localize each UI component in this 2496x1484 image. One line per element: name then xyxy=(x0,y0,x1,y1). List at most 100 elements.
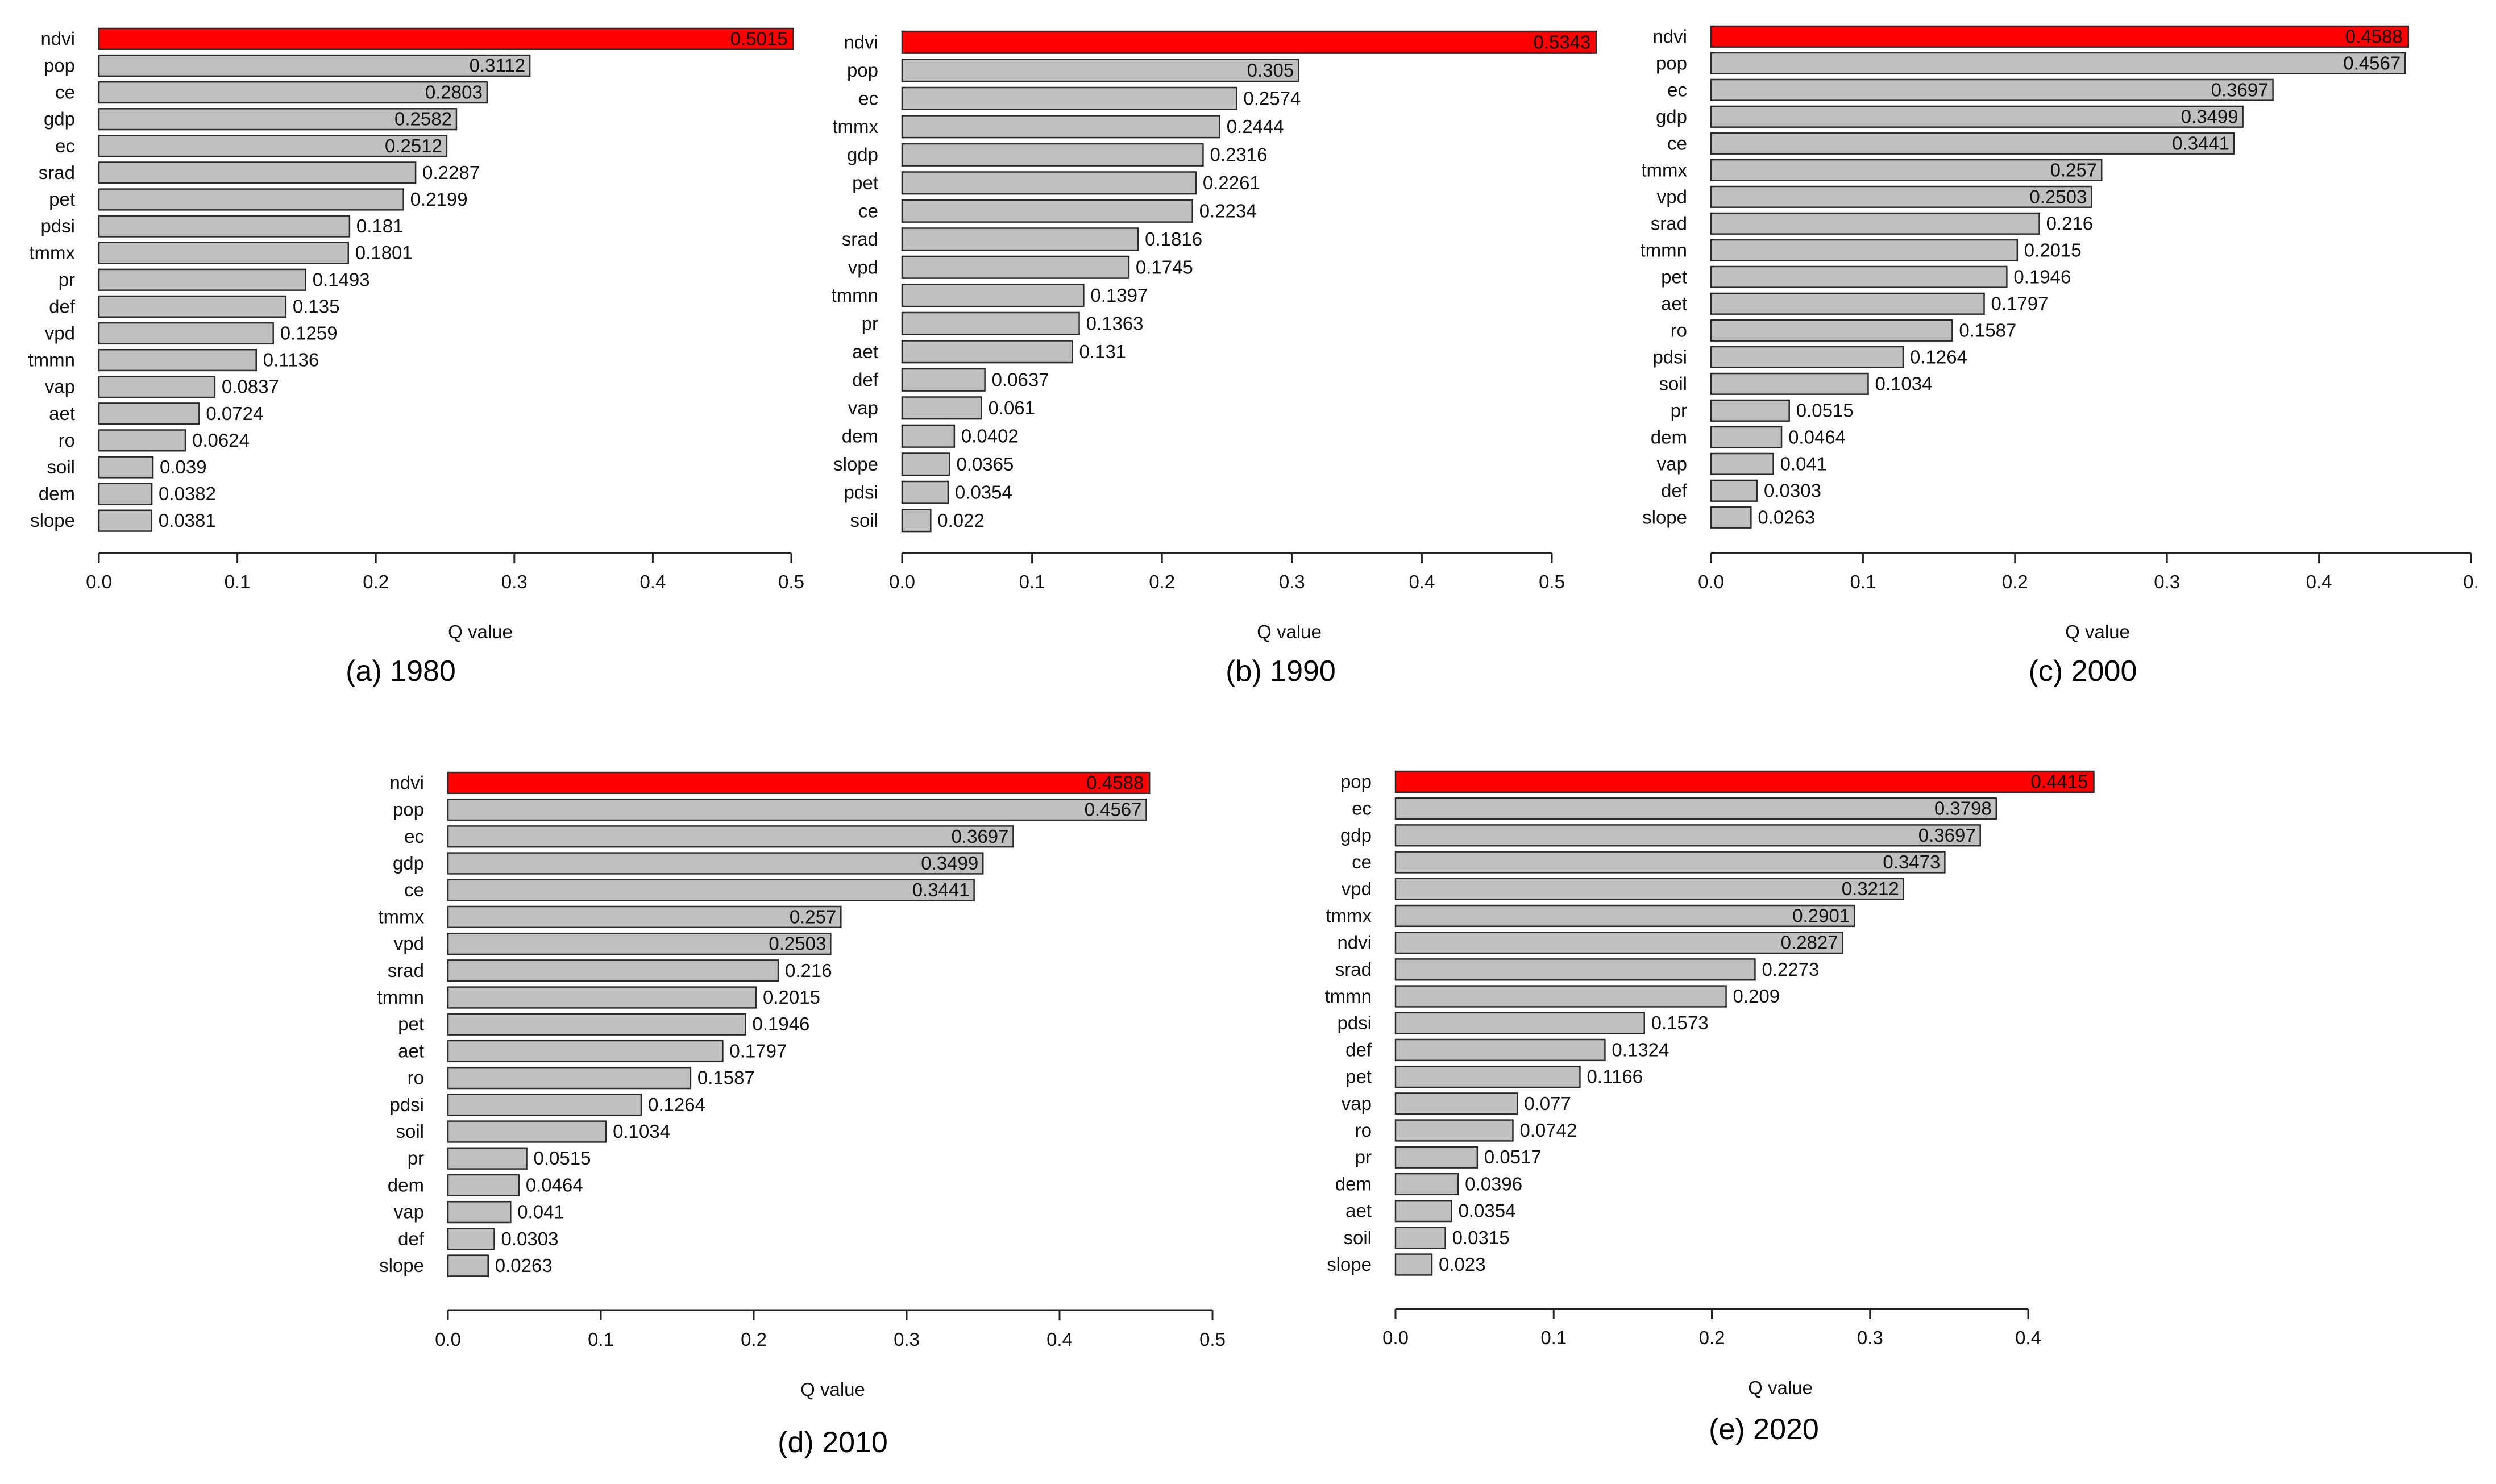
bar-dem xyxy=(447,1174,520,1197)
value-label-pet: 0.1946 xyxy=(2013,266,2071,287)
value-label-tmmx: 0.2901 xyxy=(1792,905,1850,926)
category-label-tmmx: tmmx xyxy=(832,116,878,137)
x-tick-label: 0.2 xyxy=(1699,1327,1725,1348)
x-tick-label: 0.1 xyxy=(1540,1327,1567,1348)
category-label-vap: vap xyxy=(394,1202,424,1223)
value-label-ce: 0.3441 xyxy=(2172,132,2229,153)
bar-tmmx xyxy=(98,242,349,264)
value-label-tmmx: 0.257 xyxy=(2050,159,2098,180)
bar-pet xyxy=(901,171,1197,195)
value-label-slope: 0.0365 xyxy=(956,454,1014,475)
bar-ro xyxy=(447,1066,692,1090)
x-tick-label: 0.4 xyxy=(2015,1327,2041,1348)
bar-vpd xyxy=(447,932,832,955)
x-tick-label: 0.0 xyxy=(889,571,915,592)
value-label-pet: 0.2261 xyxy=(1203,172,1260,193)
panel-caption: (c) 2000 xyxy=(2029,655,2137,688)
bar-slope xyxy=(98,509,153,532)
bar-srad xyxy=(1394,958,1756,981)
bar-ec xyxy=(1710,78,2274,101)
value-label-ce: 0.2234 xyxy=(1199,200,1257,221)
x-tick-label: 0.3 xyxy=(501,571,528,592)
bar-pdsi xyxy=(1710,346,1904,368)
chart-panel-1990: ndvi 0.5343 pop 0.305 ec 0.2574 tmmx 0.2444 gdp 0… xyxy=(832,30,1597,688)
value-label-vpd: 0.3212 xyxy=(1842,878,1899,899)
value-label-tmmn: 0.209 xyxy=(1733,986,1780,1007)
value-label-pdsi: 0.1264 xyxy=(648,1094,705,1115)
value-label-srad: 0.2287 xyxy=(422,162,480,183)
value-label-gdp: 0.3499 xyxy=(2181,106,2238,127)
category-label-tmmx: tmmx xyxy=(378,906,424,927)
category-label-ro: ro xyxy=(408,1067,424,1088)
value-label-pr: 0.1363 xyxy=(1086,313,1144,334)
category-label-tmmn: tmmn xyxy=(1325,986,1372,1007)
value-label-ce: 0.3441 xyxy=(912,879,970,900)
bar-ro xyxy=(1394,1119,1514,1142)
category-label-pdsi: pdsi xyxy=(1652,346,1687,367)
value-label-ce: 0.3473 xyxy=(1883,851,1940,872)
category-label-tmmn: tmmn xyxy=(832,285,879,306)
bar-pet xyxy=(98,188,404,211)
category-label-gdp: gdp xyxy=(44,109,75,130)
value-label-tmmn: 0.2015 xyxy=(2024,239,2082,260)
bar-ro xyxy=(1710,319,1953,342)
bar-ndvi xyxy=(1394,931,1843,954)
bar-def xyxy=(901,368,986,392)
bar-aet xyxy=(98,402,200,425)
category-label-vap: vap xyxy=(1657,453,1687,474)
value-label-tmmx: 0.1801 xyxy=(355,242,413,263)
bar-vpd xyxy=(1710,185,2092,208)
value-label-ec: 0.2512 xyxy=(385,135,442,156)
category-label-vpd: vpd xyxy=(45,322,75,343)
bar-ce xyxy=(447,879,975,901)
value-label-pdsi: 0.0354 xyxy=(955,481,1012,502)
bar-pr xyxy=(1710,399,1790,422)
category-label-dem: dem xyxy=(842,425,878,446)
category-label-pop: pop xyxy=(1340,771,1372,792)
bar-tmmn xyxy=(447,986,757,1009)
value-label-pr: 0.0515 xyxy=(534,1148,591,1169)
bar-pet xyxy=(447,1013,746,1036)
bar-ec xyxy=(1394,797,1997,820)
category-label-pet: pet xyxy=(49,189,75,210)
category-label-tmmx: tmmx xyxy=(1641,159,1687,180)
category-label-def: def xyxy=(1661,480,1688,501)
bar-vap xyxy=(1710,452,1774,475)
value-label-vpd: 0.2503 xyxy=(769,933,826,954)
category-label-def: def xyxy=(398,1228,425,1249)
value-label-ro: 0.0624 xyxy=(192,430,250,451)
x-tick-label: 0.5 xyxy=(1199,1329,1226,1350)
x-tick-label: 0.4 xyxy=(1409,571,1435,592)
bar-ce xyxy=(1710,132,2235,155)
value-label-pet: 0.2199 xyxy=(410,189,468,210)
bar-dem xyxy=(901,424,956,448)
bar-tmmx xyxy=(1710,159,2103,181)
value-label-ec: 0.3697 xyxy=(2211,79,2269,100)
bar-ndvi xyxy=(98,27,794,50)
category-label-pet: pet xyxy=(852,172,878,193)
category-label-ndvi: ndvi xyxy=(389,772,424,793)
value-label-srad: 0.1816 xyxy=(1145,228,1202,250)
category-label-slope: slope xyxy=(833,454,878,475)
category-label-gdp: gdp xyxy=(1340,825,1372,846)
category-label-def: def xyxy=(49,296,76,317)
panel-caption: (d) 2010 xyxy=(778,1426,888,1459)
category-label-pdsi: pdsi xyxy=(844,481,878,502)
value-label-dem: 0.0396 xyxy=(1465,1173,1522,1194)
category-label-vap: vap xyxy=(848,397,878,418)
value-label-vap: 0.0837 xyxy=(222,376,279,397)
value-label-pr: 0.1493 xyxy=(313,269,370,290)
value-label-srad: 0.216 xyxy=(2046,213,2094,234)
value-label-dem: 0.0464 xyxy=(1788,426,1846,447)
bar-def xyxy=(447,1228,495,1250)
category-label-soil: soil xyxy=(396,1121,424,1142)
chart-panel-2000: ndvi 0.4588 pop 0.4567 ec 0.3697 gdp 0.3499 ce 0.… xyxy=(1641,25,2479,688)
value-label-pr: 0.0515 xyxy=(1796,400,1854,421)
bar-pdsi xyxy=(98,215,351,238)
value-label-aet: 0.0354 xyxy=(1459,1200,1516,1221)
bar-soil xyxy=(98,456,154,479)
category-label-srad: srad xyxy=(388,960,424,981)
x-axis-title: Q value xyxy=(1257,621,1322,642)
bar-pop xyxy=(98,54,531,77)
bar-slope xyxy=(901,452,950,476)
